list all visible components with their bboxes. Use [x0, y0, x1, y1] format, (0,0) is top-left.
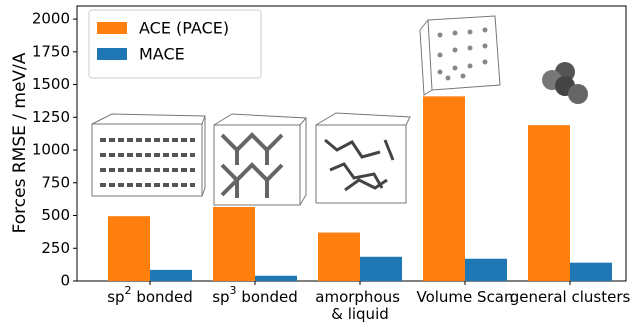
y-tick-label: 1000 — [32, 141, 70, 159]
legend-label: MACE — [139, 45, 185, 64]
bar — [465, 259, 507, 281]
y-tick-label: 2000 — [32, 10, 70, 28]
y-tick-label: 500 — [41, 206, 70, 224]
x-tick-label: amorphous & liquid — [315, 288, 404, 322]
x-tick-label: Volume Scan — [416, 288, 513, 306]
sp3-structure — [214, 114, 306, 205]
bar — [360, 257, 402, 281]
sp2-structure — [92, 114, 205, 196]
legend-label: ACE (PACE) — [139, 19, 229, 38]
bar — [318, 233, 360, 281]
x-tick-label: general clusters — [510, 288, 631, 306]
bar — [108, 216, 150, 281]
y-tick-label: 0 — [60, 272, 70, 290]
volume-structure — [420, 16, 500, 95]
legend-swatch — [97, 48, 127, 60]
y-tick-label: 750 — [41, 173, 70, 191]
x-tick-label: sp2 bonded — [107, 284, 193, 306]
bar — [528, 125, 570, 281]
y-axis-label: Forces RMSE / meV/A — [10, 52, 30, 233]
x-tick-label: sp3 bonded — [212, 284, 298, 306]
y-tick-label: 1750 — [32, 42, 70, 60]
legend-swatch — [97, 22, 127, 34]
bar — [423, 96, 465, 281]
y-tick-label: 1250 — [32, 108, 70, 126]
cluster-structure — [542, 62, 588, 104]
bar — [255, 276, 297, 281]
chart: Forces RMSE / meV/A — [0, 0, 641, 322]
bar — [570, 263, 612, 281]
bar — [150, 270, 192, 281]
y-tick-label: 1500 — [32, 75, 70, 93]
bar — [213, 207, 255, 281]
amorphous-structure — [316, 113, 410, 203]
y-tick-label: 250 — [41, 239, 70, 257]
